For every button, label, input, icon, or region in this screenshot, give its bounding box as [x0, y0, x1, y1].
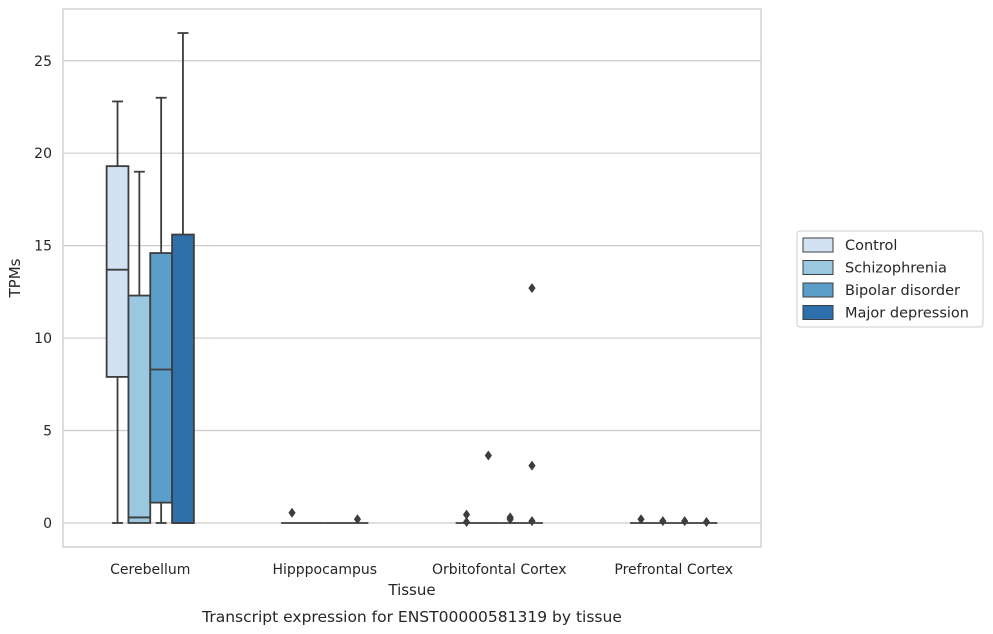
box-bipolar-disorder-prefrontal-cortex	[673, 516, 696, 527]
outlier-point	[637, 514, 645, 525]
box-major-depression-orbitofontal-cortex	[521, 283, 543, 527]
y-tick-label-15: 15	[34, 239, 52, 255]
y-tick-label-5: 5	[43, 424, 52, 440]
legend-swatch-schizophrenia	[802, 260, 834, 275]
outlier-point	[528, 283, 536, 294]
box-body	[149, 252, 173, 504]
y-tick-label-25: 25	[34, 54, 52, 70]
box-major-depression-cerebellum	[171, 32, 195, 524]
legend-label-control: Control	[845, 238, 897, 254]
legend-frame	[796, 230, 984, 328]
outlier-point	[528, 516, 536, 527]
outlier-point	[528, 460, 536, 471]
box-bipolar-disorder-cerebellum	[149, 96, 173, 524]
box-body	[127, 294, 152, 524]
legend-label-schizophrenia: Schizophrenia	[845, 261, 947, 277]
chart-caption: Transcript expression for ENST0000058131…	[201, 608, 622, 626]
legend-items: Control Schizophrenia Bipolar disorder Majo…	[802, 237, 969, 322]
x-tick-label: Prefrontal Cortex	[614, 562, 733, 578]
y-axis-label: TPMs	[6, 258, 24, 298]
box-control-hipppocampus	[281, 507, 303, 524]
y-tick-label-20: 20	[34, 146, 52, 162]
box-body	[105, 165, 130, 378]
box-schizophrenia-prefrontal-cortex	[651, 516, 674, 527]
boxes	[105, 32, 718, 528]
legend-swatch-bipolar-disorder	[802, 282, 834, 298]
outlier-point	[462, 509, 471, 520]
box-schizophrenia-orbitofontal-cortex	[477, 450, 500, 524]
y-tick-labels: 0 5 10 15 20 25	[34, 54, 52, 532]
plot-frame	[62, 8, 762, 548]
box-major-depression-prefrontal-cortex	[695, 517, 718, 528]
outlier-point	[681, 516, 689, 527]
x-tick-labels: Cerebellum Hipppocampus Orbitofontal Corte…	[110, 562, 733, 578]
outlier-point	[506, 514, 514, 525]
outlier-point	[659, 516, 667, 527]
outlier-point	[353, 514, 362, 525]
y-tick-label-0: 0	[43, 516, 52, 532]
x-tick-label: Orbitofontal Cortex	[432, 562, 567, 578]
box-bipolar-disorder-orbitofontal-cortex	[499, 512, 522, 525]
legend: Control Schizophrenia Bipolar disorder Majo…	[796, 230, 984, 328]
legend-label-bipolar-disorder: Bipolar disorder	[845, 283, 960, 299]
x-tick-label: Cerebellum	[110, 562, 190, 578]
legend-swatch-major-depression	[802, 305, 834, 320]
outlier-point	[462, 517, 471, 528]
outlier-point	[484, 450, 492, 461]
x-tick-label: Hipppocampus	[272, 562, 377, 578]
box-control-cerebellum	[105, 100, 130, 524]
outlier-point	[288, 507, 296, 518]
box-control-prefrontal-cortex	[630, 514, 652, 525]
y-tick-label-10: 10	[34, 331, 52, 347]
legend-swatch-control	[802, 237, 834, 253]
box-schizophrenia-cerebellum	[127, 170, 152, 524]
outlier-point	[702, 517, 711, 528]
box-major-depression-hipppocampus	[346, 514, 369, 525]
legend-label-major-depression: Major depression	[845, 306, 969, 322]
box-body	[171, 233, 195, 524]
box-control-orbitofontal-cortex	[455, 509, 478, 528]
x-axis-label: Tissue	[387, 581, 435, 599]
